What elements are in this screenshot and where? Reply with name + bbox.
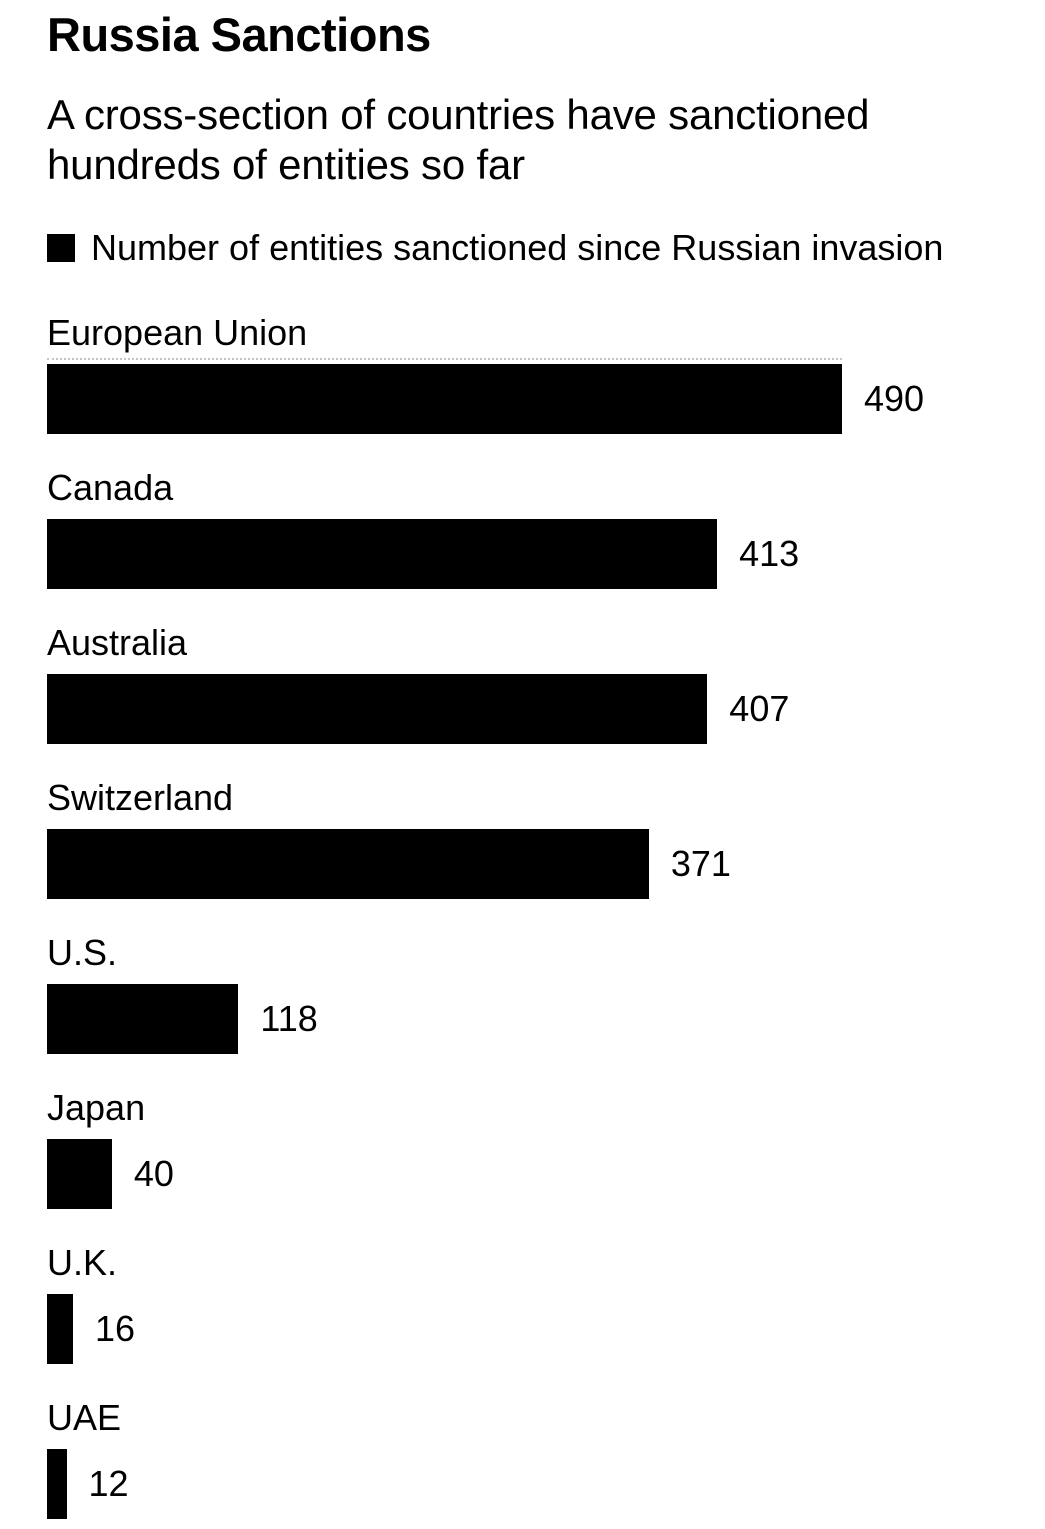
- chart-title: Russia Sanctions: [47, 8, 431, 61]
- category-label: U.S.: [47, 932, 118, 973]
- bar-row: U.K. 16: [47, 1241, 1020, 1396]
- top-gridline: [47, 358, 842, 360]
- value-label: 407: [729, 688, 790, 729]
- legend: Number of entities sanctioned since Russ…: [47, 227, 1020, 268]
- bar: [47, 519, 718, 589]
- bar: [47, 1449, 67, 1519]
- category-label: U.K.: [47, 1242, 118, 1283]
- bar-row: European Union 490: [47, 311, 1020, 466]
- legend-swatch-icon: [47, 234, 75, 262]
- bar: [47, 1139, 112, 1209]
- bar: [47, 829, 649, 899]
- bar-row: Japan 40: [47, 1086, 1020, 1241]
- bar: [47, 984, 239, 1054]
- value-label: 16: [95, 1308, 136, 1349]
- value-label: 40: [133, 1153, 174, 1194]
- bar: [47, 364, 842, 434]
- category-label: European Union: [47, 312, 308, 353]
- bar-row: UAE 12: [47, 1396, 1020, 1529]
- bar-chart: European Union 490 Canada 413 Australia …: [47, 311, 1020, 1529]
- value-label: 118: [260, 998, 318, 1039]
- category-label: Australia: [47, 622, 188, 663]
- value-label: 413: [739, 533, 800, 574]
- category-label: Switzerland: [47, 777, 234, 818]
- value-label: 371: [670, 843, 731, 884]
- bar: [47, 674, 708, 744]
- chart-subtitle: A cross-section of countries have sancti…: [47, 91, 870, 188]
- bar-row: Switzerland 371: [47, 776, 1020, 931]
- bar-row: Canada 413: [47, 466, 1020, 621]
- bar-row: Australia 407: [47, 621, 1020, 776]
- category-label: Japan: [47, 1087, 146, 1128]
- legend-label: Number of entities sanctioned since Russ…: [91, 227, 944, 268]
- bar-row: U.S. 118: [47, 931, 1020, 1086]
- value-label: 12: [88, 1463, 129, 1504]
- value-label: 490: [864, 378, 925, 419]
- bar: [47, 1294, 73, 1364]
- category-label: Canada: [47, 467, 174, 508]
- category-label: UAE: [47, 1397, 122, 1438]
